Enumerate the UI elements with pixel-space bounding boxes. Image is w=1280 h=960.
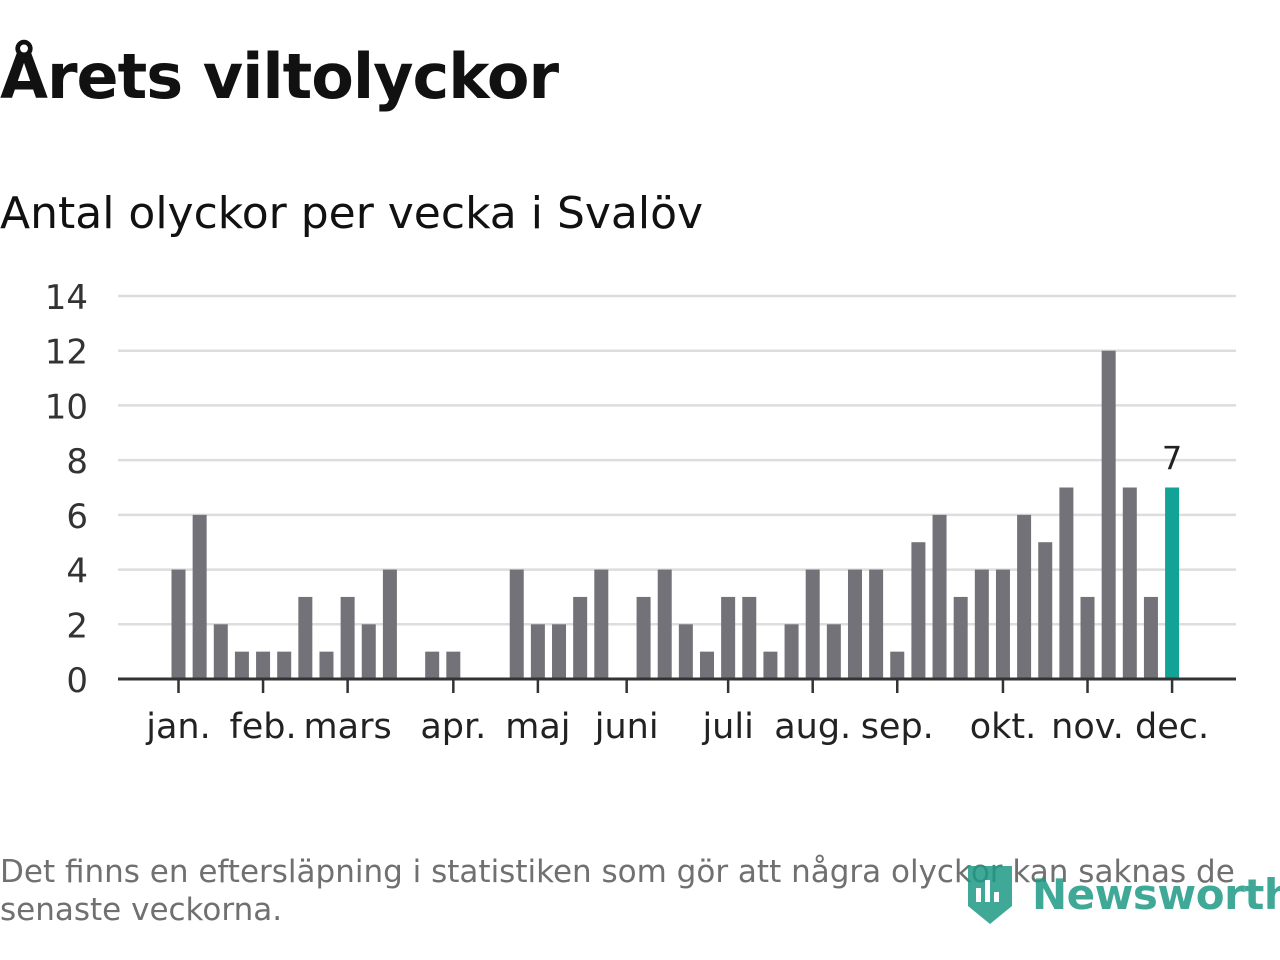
bar — [256, 651, 271, 679]
y-tick-label: 0 — [66, 661, 88, 701]
bar — [721, 596, 736, 679]
bar — [382, 569, 397, 679]
bar — [1122, 487, 1137, 679]
bar — [277, 651, 292, 679]
x-tick-label: apr. — [420, 707, 486, 747]
newsworthy-bar-icon — [968, 866, 1012, 924]
x-tick-label: aug. — [774, 707, 851, 747]
x-tick-label: juli — [701, 707, 753, 747]
y-tick-label: 12 — [45, 333, 88, 373]
bar — [1017, 514, 1032, 679]
x-tick-label: maj — [505, 707, 570, 747]
x-tick-label: feb. — [229, 707, 296, 747]
bar — [700, 651, 714, 679]
x-tick-label: juni — [594, 707, 659, 747]
bar — [1143, 596, 1158, 679]
bar — [552, 624, 567, 679]
x-axis: jan. feb. mars apr. maj juni juli aug. sep. okt. n… — [118, 677, 1236, 747]
bar — [678, 624, 693, 679]
bars — [171, 350, 1180, 679]
x-tick-label: jan. — [145, 707, 210, 747]
y-axis-ticks: 0 2 4 6 8 10 12 14 — [45, 278, 88, 701]
bar — [509, 569, 524, 679]
y-tick-label: 8 — [66, 442, 88, 482]
bar-chart: 0 2 4 6 8 10 12 14 jan. feb. mars apr. maj juni juli a… — [45, 278, 1236, 747]
bar — [911, 542, 926, 679]
bar — [763, 651, 778, 679]
y-tick-label: 10 — [45, 387, 88, 427]
y-tick-label: 6 — [66, 497, 88, 537]
footnote: Det finns en eftersläpning i statistiken… — [0, 854, 1235, 928]
bar — [319, 651, 334, 679]
data-labels: 7 — [1162, 440, 1182, 478]
y-tick-label: 4 — [66, 552, 88, 592]
bar — [1059, 487, 1074, 679]
bar — [953, 596, 968, 679]
bar — [425, 651, 440, 679]
logo-text: Newsworthy — [1032, 869, 1280, 919]
bar — [974, 569, 989, 679]
bar — [1080, 596, 1095, 679]
bar — [890, 651, 905, 679]
x-tick-label: okt. — [970, 707, 1037, 747]
bar — [234, 651, 249, 679]
bar — [446, 651, 461, 679]
chart-title: Årets viltolyckor — [0, 40, 559, 113]
bar — [361, 624, 376, 679]
data-label: 7 — [1162, 440, 1182, 478]
bar — [784, 624, 799, 679]
bar — [340, 596, 355, 679]
y-tick-label: 14 — [45, 278, 88, 318]
bar — [573, 596, 588, 679]
x-tick-label: mars — [304, 707, 392, 747]
chart-subtitle: Antal olyckor per vecka i Svalöv — [0, 188, 704, 239]
bar — [530, 624, 545, 679]
bar — [932, 514, 947, 679]
bar — [1101, 350, 1116, 679]
x-tick-label: sep. — [861, 707, 934, 747]
bar-highlight — [1165, 487, 1180, 679]
bar — [636, 596, 651, 679]
x-tick-label: nov. — [1051, 707, 1124, 747]
bar — [995, 569, 1010, 679]
bar — [847, 569, 862, 679]
bar — [657, 569, 672, 679]
bar — [805, 569, 820, 679]
bar — [192, 514, 207, 679]
bar — [171, 569, 186, 679]
bar — [869, 569, 884, 679]
bar — [298, 596, 313, 679]
y-tick-label: 2 — [66, 606, 88, 646]
bar — [826, 624, 841, 679]
bar — [742, 596, 757, 679]
newsworthy-logo: Newsworthy — [964, 862, 1280, 926]
bar — [1038, 542, 1053, 679]
bar — [594, 569, 609, 679]
x-tick-label: dec. — [1135, 707, 1209, 747]
bar — [213, 624, 228, 679]
